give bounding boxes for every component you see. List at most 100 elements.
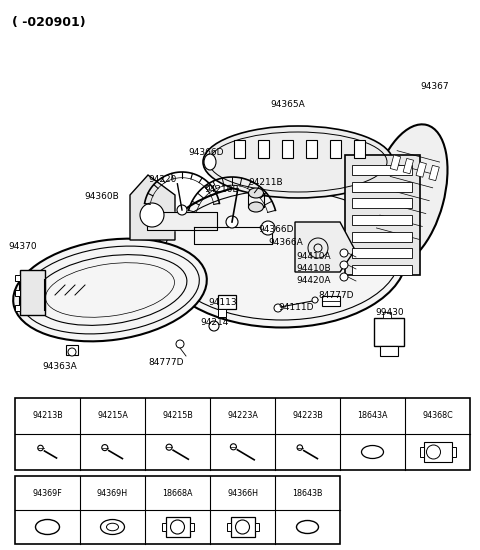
Bar	[352, 249, 412, 258]
Circle shape	[140, 203, 164, 227]
Bar	[352, 199, 412, 208]
Text: 94369F: 94369F	[33, 488, 62, 498]
Ellipse shape	[361, 446, 384, 459]
Ellipse shape	[157, 183, 407, 327]
Bar	[230, 517, 254, 537]
Text: 84777D: 84777D	[318, 291, 353, 300]
Ellipse shape	[203, 126, 393, 198]
Circle shape	[177, 205, 187, 215]
Bar	[66, 345, 78, 355]
Circle shape	[166, 444, 172, 450]
Bar	[218, 295, 236, 309]
Circle shape	[340, 273, 348, 281]
Text: 94220: 94220	[148, 175, 176, 184]
Polygon shape	[130, 175, 175, 240]
Text: 94363A: 94363A	[42, 362, 77, 371]
Circle shape	[274, 304, 282, 312]
Text: 94410B: 94410B	[296, 264, 331, 273]
Text: 94210B: 94210B	[204, 185, 239, 194]
Bar	[352, 215, 412, 225]
Text: 94113: 94113	[208, 298, 237, 307]
Text: 94370: 94370	[8, 242, 36, 251]
Text: 18668A: 18668A	[162, 488, 193, 498]
Circle shape	[226, 216, 238, 228]
Text: ( -020901): ( -020901)	[12, 16, 85, 29]
Circle shape	[176, 340, 184, 348]
Text: 94369H: 94369H	[97, 488, 128, 498]
Bar	[452, 447, 456, 457]
Text: 94367: 94367	[420, 82, 449, 91]
Text: 94215A: 94215A	[97, 411, 128, 421]
Bar	[345, 155, 420, 275]
Circle shape	[340, 249, 348, 257]
Bar	[352, 182, 412, 191]
Ellipse shape	[249, 202, 264, 212]
Bar	[429, 166, 439, 180]
Bar	[420, 447, 423, 457]
Bar	[352, 165, 412, 175]
Ellipse shape	[36, 520, 60, 535]
Ellipse shape	[13, 239, 207, 342]
Text: 94366D: 94366D	[258, 225, 293, 234]
Bar	[15, 305, 20, 311]
Circle shape	[312, 297, 318, 303]
Text: 84777D: 84777D	[148, 358, 183, 367]
Bar	[352, 265, 412, 275]
Bar	[15, 398, 470, 470]
Bar	[380, 346, 398, 356]
Ellipse shape	[204, 154, 216, 170]
Bar	[258, 140, 269, 158]
Ellipse shape	[249, 188, 264, 198]
Text: 99430: 99430	[375, 308, 404, 317]
Bar	[166, 517, 190, 537]
Bar	[354, 140, 365, 158]
Text: 94368C: 94368C	[422, 411, 453, 421]
Bar	[423, 442, 452, 462]
Ellipse shape	[100, 520, 124, 535]
Circle shape	[261, 221, 275, 235]
Text: 94360B: 94360B	[84, 192, 119, 201]
Text: 18643B: 18643B	[292, 488, 323, 498]
Bar	[190, 523, 193, 531]
Bar	[374, 318, 404, 346]
Text: 94111D: 94111D	[278, 303, 313, 312]
Ellipse shape	[297, 520, 319, 534]
Text: 94215B: 94215B	[162, 411, 193, 421]
Circle shape	[68, 348, 76, 356]
Text: 94420A: 94420A	[296, 276, 331, 285]
Bar	[161, 523, 166, 531]
Bar	[390, 155, 401, 170]
Bar	[15, 290, 20, 296]
Text: 94223A: 94223A	[227, 411, 258, 421]
Bar	[218, 309, 226, 317]
Bar	[227, 523, 230, 531]
Text: 94365A: 94365A	[270, 100, 305, 109]
Bar	[416, 162, 426, 177]
Bar	[234, 140, 245, 158]
Circle shape	[102, 444, 108, 450]
Text: 94410A: 94410A	[296, 252, 331, 261]
Polygon shape	[295, 222, 355, 272]
Text: 94213B: 94213B	[32, 411, 63, 421]
Bar	[352, 232, 412, 241]
Circle shape	[340, 261, 348, 269]
Bar	[20, 270, 45, 315]
Bar	[282, 140, 293, 158]
Bar	[15, 476, 340, 544]
Circle shape	[230, 444, 237, 450]
Text: 94366H: 94366H	[227, 488, 258, 498]
Circle shape	[38, 446, 43, 451]
Bar	[322, 296, 340, 306]
Text: 94211B: 94211B	[248, 178, 283, 187]
Bar	[383, 312, 391, 318]
Bar	[254, 523, 259, 531]
Bar	[330, 140, 341, 158]
Text: 94366D: 94366D	[188, 148, 224, 157]
Circle shape	[297, 445, 302, 450]
Bar	[15, 275, 20, 281]
Bar	[403, 158, 413, 174]
Text: 18643A: 18643A	[357, 411, 388, 421]
Text: 94223B: 94223B	[292, 411, 323, 421]
Text: 94214: 94214	[200, 318, 228, 327]
Bar	[306, 140, 317, 158]
